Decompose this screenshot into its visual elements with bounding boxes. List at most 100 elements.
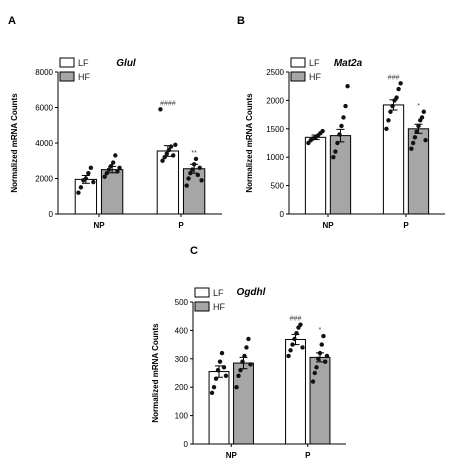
x-category-label: P <box>403 221 409 230</box>
data-point <box>166 147 172 153</box>
data-point <box>345 84 350 89</box>
data-point <box>197 165 202 171</box>
data-point <box>409 146 414 151</box>
data-point <box>104 170 109 176</box>
data-point <box>396 86 401 92</box>
data-point <box>171 153 176 158</box>
data-point <box>184 183 189 188</box>
data-point <box>423 137 428 143</box>
y-tick-label: 1000 <box>266 153 284 162</box>
y-tick-label: 4000 <box>35 139 53 148</box>
bar <box>208 371 230 445</box>
data-point <box>288 348 293 353</box>
y-tick-label: 500 <box>175 298 189 307</box>
data-point <box>394 95 399 100</box>
data-point <box>337 132 342 137</box>
data-point <box>292 336 297 342</box>
data-point <box>412 135 418 140</box>
bar <box>74 178 98 215</box>
data-point <box>234 385 239 390</box>
y-tick-label: 2000 <box>266 96 284 105</box>
data-point <box>314 365 319 370</box>
data-point <box>213 376 219 381</box>
data-point <box>419 115 425 120</box>
x-category-label: NP <box>226 451 238 460</box>
bar <box>309 356 331 445</box>
data-point <box>195 172 201 178</box>
y-axis-title: Normalized mRNA Counts <box>10 93 19 193</box>
data-point <box>86 170 91 176</box>
data-point <box>240 359 245 364</box>
data-point <box>317 350 323 356</box>
data-point <box>323 359 328 364</box>
data-point <box>199 178 204 183</box>
data-point <box>162 155 167 160</box>
data-point <box>236 373 241 379</box>
data-point <box>108 163 114 169</box>
data-point <box>321 333 326 339</box>
data-point <box>298 322 303 327</box>
data-point <box>316 356 321 361</box>
data-point <box>388 109 393 114</box>
panel-letter: B <box>237 15 245 27</box>
chart-title: Ogdhl <box>237 287 266 298</box>
data-point <box>398 81 403 86</box>
data-point <box>76 190 81 195</box>
y-axis-title: Normalized mRNA Counts <box>245 93 254 193</box>
panel-letter: A <box>8 15 16 27</box>
bar <box>304 136 327 215</box>
x-category-label: P <box>178 221 184 230</box>
legend-label: LF <box>78 58 89 68</box>
chart-title: Glul <box>116 58 136 69</box>
data-point <box>335 140 340 146</box>
data-point <box>300 345 305 350</box>
data-point <box>158 107 163 112</box>
significance-mark: ### <box>290 316 302 323</box>
data-point <box>102 174 107 179</box>
data-point <box>324 353 330 359</box>
data-point <box>190 167 195 172</box>
data-point <box>215 367 221 373</box>
legend-label: LF <box>213 288 224 298</box>
y-tick-label: 400 <box>175 326 189 335</box>
data-point <box>320 128 325 134</box>
data-point <box>106 167 112 172</box>
y-tick-label: 2500 <box>266 68 284 77</box>
data-point <box>416 123 421 129</box>
data-point <box>160 158 165 163</box>
data-point <box>390 103 395 109</box>
data-point <box>384 126 389 131</box>
y-tick-label: 2000 <box>35 175 53 184</box>
data-point <box>113 153 118 158</box>
y-tick-label: 200 <box>175 383 189 392</box>
data-point <box>186 176 191 181</box>
y-tick-label: 0 <box>280 210 285 219</box>
data-point <box>290 342 295 347</box>
y-tick-label: 300 <box>175 355 189 364</box>
data-point <box>188 170 193 176</box>
data-point <box>83 176 89 181</box>
legend-swatch <box>194 301 210 312</box>
legend-swatch <box>59 71 75 82</box>
chart-panel-c: C Ogdhl 0 100 200 300 400 500 Normalized mRNA Co… <box>151 245 346 460</box>
significance-mark: * <box>417 103 420 110</box>
data-point <box>191 162 197 167</box>
panel-letter: C <box>190 245 198 257</box>
data-point <box>319 342 324 347</box>
y-tick-label: 1500 <box>266 125 284 134</box>
data-point <box>78 185 84 190</box>
data-point <box>110 160 116 165</box>
significance-mark: ** <box>191 150 197 157</box>
y-tick-label: 0 <box>49 210 54 219</box>
legend-swatch <box>59 57 75 68</box>
chart-panel-b: B Mat2a 0 500 1000 1500 2000 2500 Normalized mRN… <box>237 15 445 230</box>
data-point <box>117 165 122 171</box>
data-point <box>312 370 317 376</box>
y-tick-label: 8000 <box>35 68 53 77</box>
significance-mark: * <box>319 327 322 334</box>
data-point <box>286 353 291 359</box>
y-tick-label: 0 <box>184 440 189 449</box>
data-point <box>242 353 247 359</box>
data-point <box>217 359 223 364</box>
